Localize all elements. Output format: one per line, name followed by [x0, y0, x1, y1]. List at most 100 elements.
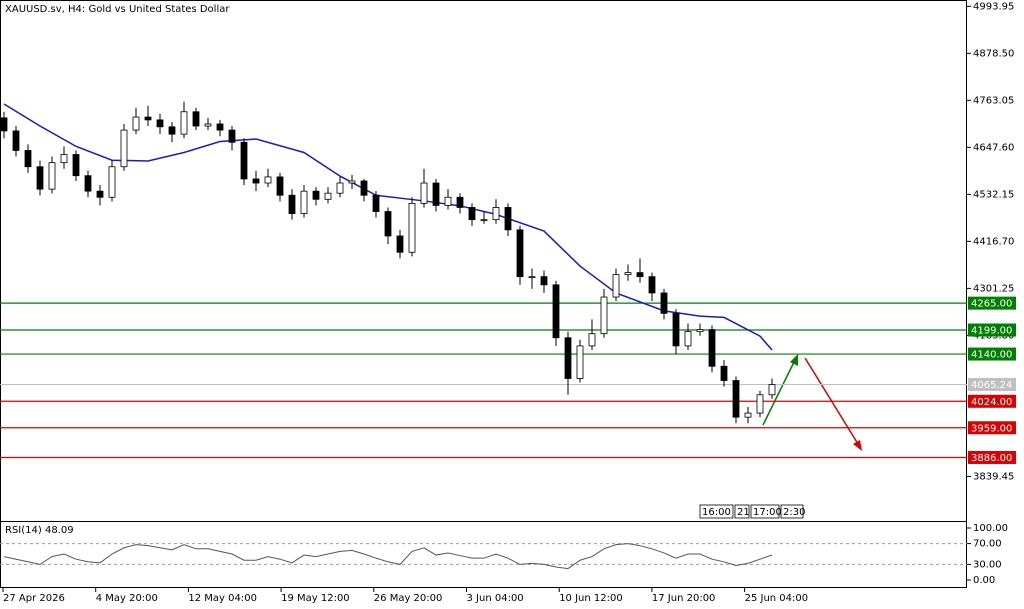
level-label: 4140.00	[971, 350, 1012, 361]
level-label: 3886.00	[971, 453, 1012, 464]
x-tick-label: 19 May 12:00	[281, 593, 350, 604]
candle-body	[636, 272, 644, 278]
candle-body	[444, 196, 452, 206]
candle-body	[300, 190, 308, 214]
candle-body	[108, 166, 116, 198]
candle-body	[192, 111, 200, 127]
candle-body	[432, 182, 440, 206]
level-label-box	[968, 323, 1016, 337]
candle-body	[228, 129, 236, 143]
up-arrow-head	[790, 354, 798, 366]
candle-body	[216, 123, 224, 131]
level-label: 4199.00	[971, 326, 1012, 337]
level-label: 4024.00	[971, 397, 1012, 408]
up-arrow	[762, 359, 796, 426]
candle-body	[336, 182, 344, 194]
x-tick-label: 17 Jun 20:00	[652, 593, 716, 604]
time-label: 16:00	[702, 507, 731, 518]
candle-body	[240, 141, 248, 180]
candle-body	[168, 126, 176, 135]
candle-body	[96, 190, 104, 198]
candle-body	[72, 154, 80, 177]
candle-body	[564, 337, 572, 379]
chart-title: XAUUSD.sv, H4: Gold vs United States Dol…	[5, 4, 230, 15]
level-label-box	[968, 296, 1016, 310]
candle-body	[684, 331, 692, 347]
y-tick-label: 3839.45	[973, 471, 1014, 482]
candle-body	[552, 284, 560, 339]
y-tick-label: 4301.25	[973, 283, 1014, 294]
candle-body	[324, 192, 332, 200]
level-label: 3959.00	[971, 423, 1012, 434]
candle-body	[420, 182, 428, 204]
time-label-box	[750, 504, 780, 519]
candle-body	[120, 129, 128, 168]
candle-body	[600, 296, 608, 335]
candle-body	[660, 292, 668, 314]
candle-body	[132, 116, 140, 131]
level-label: 4265.00	[971, 299, 1012, 310]
x-tick-label: 26 May 20:00	[374, 593, 443, 604]
time-label: 17:00	[753, 507, 782, 518]
candle-body	[648, 276, 656, 294]
candle-body	[576, 345, 584, 379]
down-arrow-head	[853, 440, 862, 451]
candle-body	[492, 207, 500, 221]
candle-body	[84, 175, 92, 192]
candle-body	[708, 329, 716, 367]
candle-body	[156, 119, 164, 128]
moving-average	[3, 103, 773, 351]
candle-body	[504, 207, 512, 231]
candle-body	[624, 272, 632, 276]
x-tick-label: 3 Jun 04:00	[467, 593, 524, 604]
candle-body	[744, 412, 752, 418]
x-tick-label: 25 Jun 04:00	[745, 593, 809, 604]
candle-body	[276, 176, 284, 196]
candle-body	[24, 150, 32, 168]
candle-body	[516, 229, 524, 278]
rsi-title: RSI(14) 48.09	[5, 525, 74, 536]
candle-body	[408, 202, 416, 253]
time-label-box	[734, 504, 750, 519]
rsi-tick-label: 30.00	[973, 559, 1002, 570]
current-price-box	[968, 377, 1016, 391]
time-label: 2:30	[783, 507, 805, 518]
candle-body	[204, 123, 212, 127]
candle-body	[468, 207, 476, 221]
candle-body	[36, 166, 44, 190]
candle-body	[672, 312, 680, 347]
candle-body	[396, 235, 404, 253]
rsi-tick-label: 0.00	[973, 575, 995, 586]
x-tick-label: 4 May 20:00	[96, 593, 158, 604]
candle-body	[0, 117, 8, 132]
candle-body	[528, 276, 536, 279]
y-tick-label: 4416.70	[973, 236, 1014, 247]
level-label-box	[968, 450, 1016, 464]
candle-body	[360, 180, 368, 196]
x-tick-label: 12 May 04:00	[188, 593, 257, 604]
plot-frame	[0, 0, 967, 588]
rsi-tick-label: 70.00	[973, 539, 1002, 550]
candle-body	[144, 116, 152, 121]
candle-body	[768, 384, 776, 396]
level-label-box	[968, 421, 1016, 435]
candle-body	[372, 194, 380, 212]
candle-body	[588, 333, 596, 347]
candle-body	[180, 111, 188, 135]
y-tick-label: 4532.15	[973, 189, 1014, 200]
y-tick-label: 4763.05	[973, 95, 1014, 106]
time-label: 21	[737, 507, 750, 518]
time-label-box	[699, 504, 734, 519]
candle-body	[612, 274, 620, 298]
candle-body	[12, 130, 20, 151]
candle-body	[252, 178, 260, 184]
candle-body	[540, 276, 548, 286]
rsi-tick-label: 100.00	[973, 523, 1008, 534]
y-tick-label: 4993.95	[973, 1, 1014, 12]
candle-body	[696, 329, 704, 333]
candle-body	[288, 194, 296, 214]
candle-body	[480, 219, 488, 222]
candle-body	[384, 211, 392, 237]
candle-body	[756, 394, 764, 414]
